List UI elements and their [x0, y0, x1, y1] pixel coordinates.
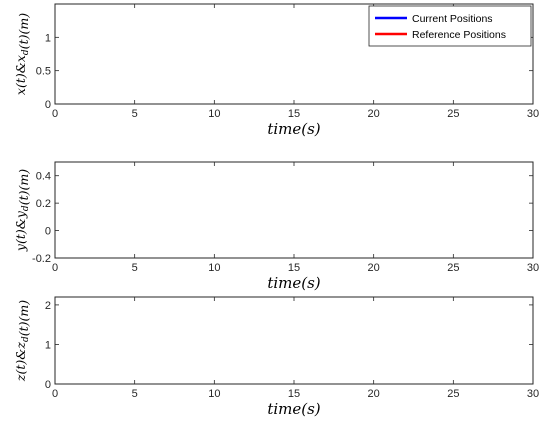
x-tick-label: 20: [368, 262, 380, 274]
axis-frame: [54, 296, 534, 385]
legend-box: [368, 5, 532, 47]
x-tick-label: 30: [527, 108, 539, 120]
y-axis-label: x(t)&xd(t)(m): [13, 13, 31, 95]
x-axis-label: time(s): [267, 274, 320, 292]
x-tick-label: 15: [288, 388, 300, 400]
x-axis-label: time(s): [267, 400, 320, 418]
x-tick-label: 15: [288, 262, 300, 274]
x-tick-label: 20: [368, 388, 380, 400]
y-axis-label: y(t)&yd(t)(m): [13, 169, 31, 252]
axis-frame: [54, 161, 534, 259]
x-tick-label: 10: [208, 388, 220, 400]
y-tick-label: 0: [45, 99, 51, 111]
y-tick-label: 2: [45, 300, 51, 312]
y-tick-label: 1: [45, 339, 51, 351]
x-tick-label: 10: [208, 262, 220, 274]
x-tick-label: 10: [208, 108, 220, 120]
x-tick-label: 15: [288, 108, 300, 120]
x-tick-label: 30: [527, 388, 539, 400]
x-tick-label: 0: [52, 108, 58, 120]
x-tick-label: 5: [132, 262, 138, 274]
legend: Current Positions Reference Positions: [368, 5, 532, 47]
subplot-1: 0 5 10 15 20 25 30 0 0.5 1 time(s) x(t)&xd(t)(m) Cur…: [13, 3, 539, 138]
x-tick-label: 5: [132, 108, 138, 120]
y-axis-label: z(t)&zd(t)(m): [13, 300, 31, 382]
x-tick-label: 30: [527, 262, 539, 274]
subplot-2: 0 5 10 15 20 25 30-0.200.20.4time(s)y(t)&yd(t)…: [13, 161, 539, 292]
y-tick-label: 0.4: [36, 171, 51, 183]
y-tick-label: 1: [45, 32, 51, 44]
x-tick-label: 25: [447, 262, 459, 274]
x-tick-label: 0: [52, 388, 58, 400]
subplot-3: 0 5 10 15 20 25 30 0 1 2 time(s) z(t)&zd(t)(m): [13, 296, 539, 418]
legend-label-current: Current Positions: [412, 13, 493, 25]
y-tick-label: 0: [45, 226, 51, 238]
x-axis-label: time(s): [267, 120, 320, 138]
y-tick-label: 0: [45, 379, 51, 391]
y-tick-label: -0.2: [32, 253, 51, 265]
x-tick-label: 25: [447, 108, 459, 120]
x-tick-label: 20: [368, 108, 380, 120]
y-tick-label: 0.5: [36, 66, 51, 78]
x-tick-label: 25: [447, 388, 459, 400]
legend-label-reference: Reference Positions: [412, 29, 506, 41]
x-tick-label: 5: [132, 388, 138, 400]
x-tick-label: 0: [52, 262, 58, 274]
y-tick-label: 0.2: [36, 198, 51, 210]
